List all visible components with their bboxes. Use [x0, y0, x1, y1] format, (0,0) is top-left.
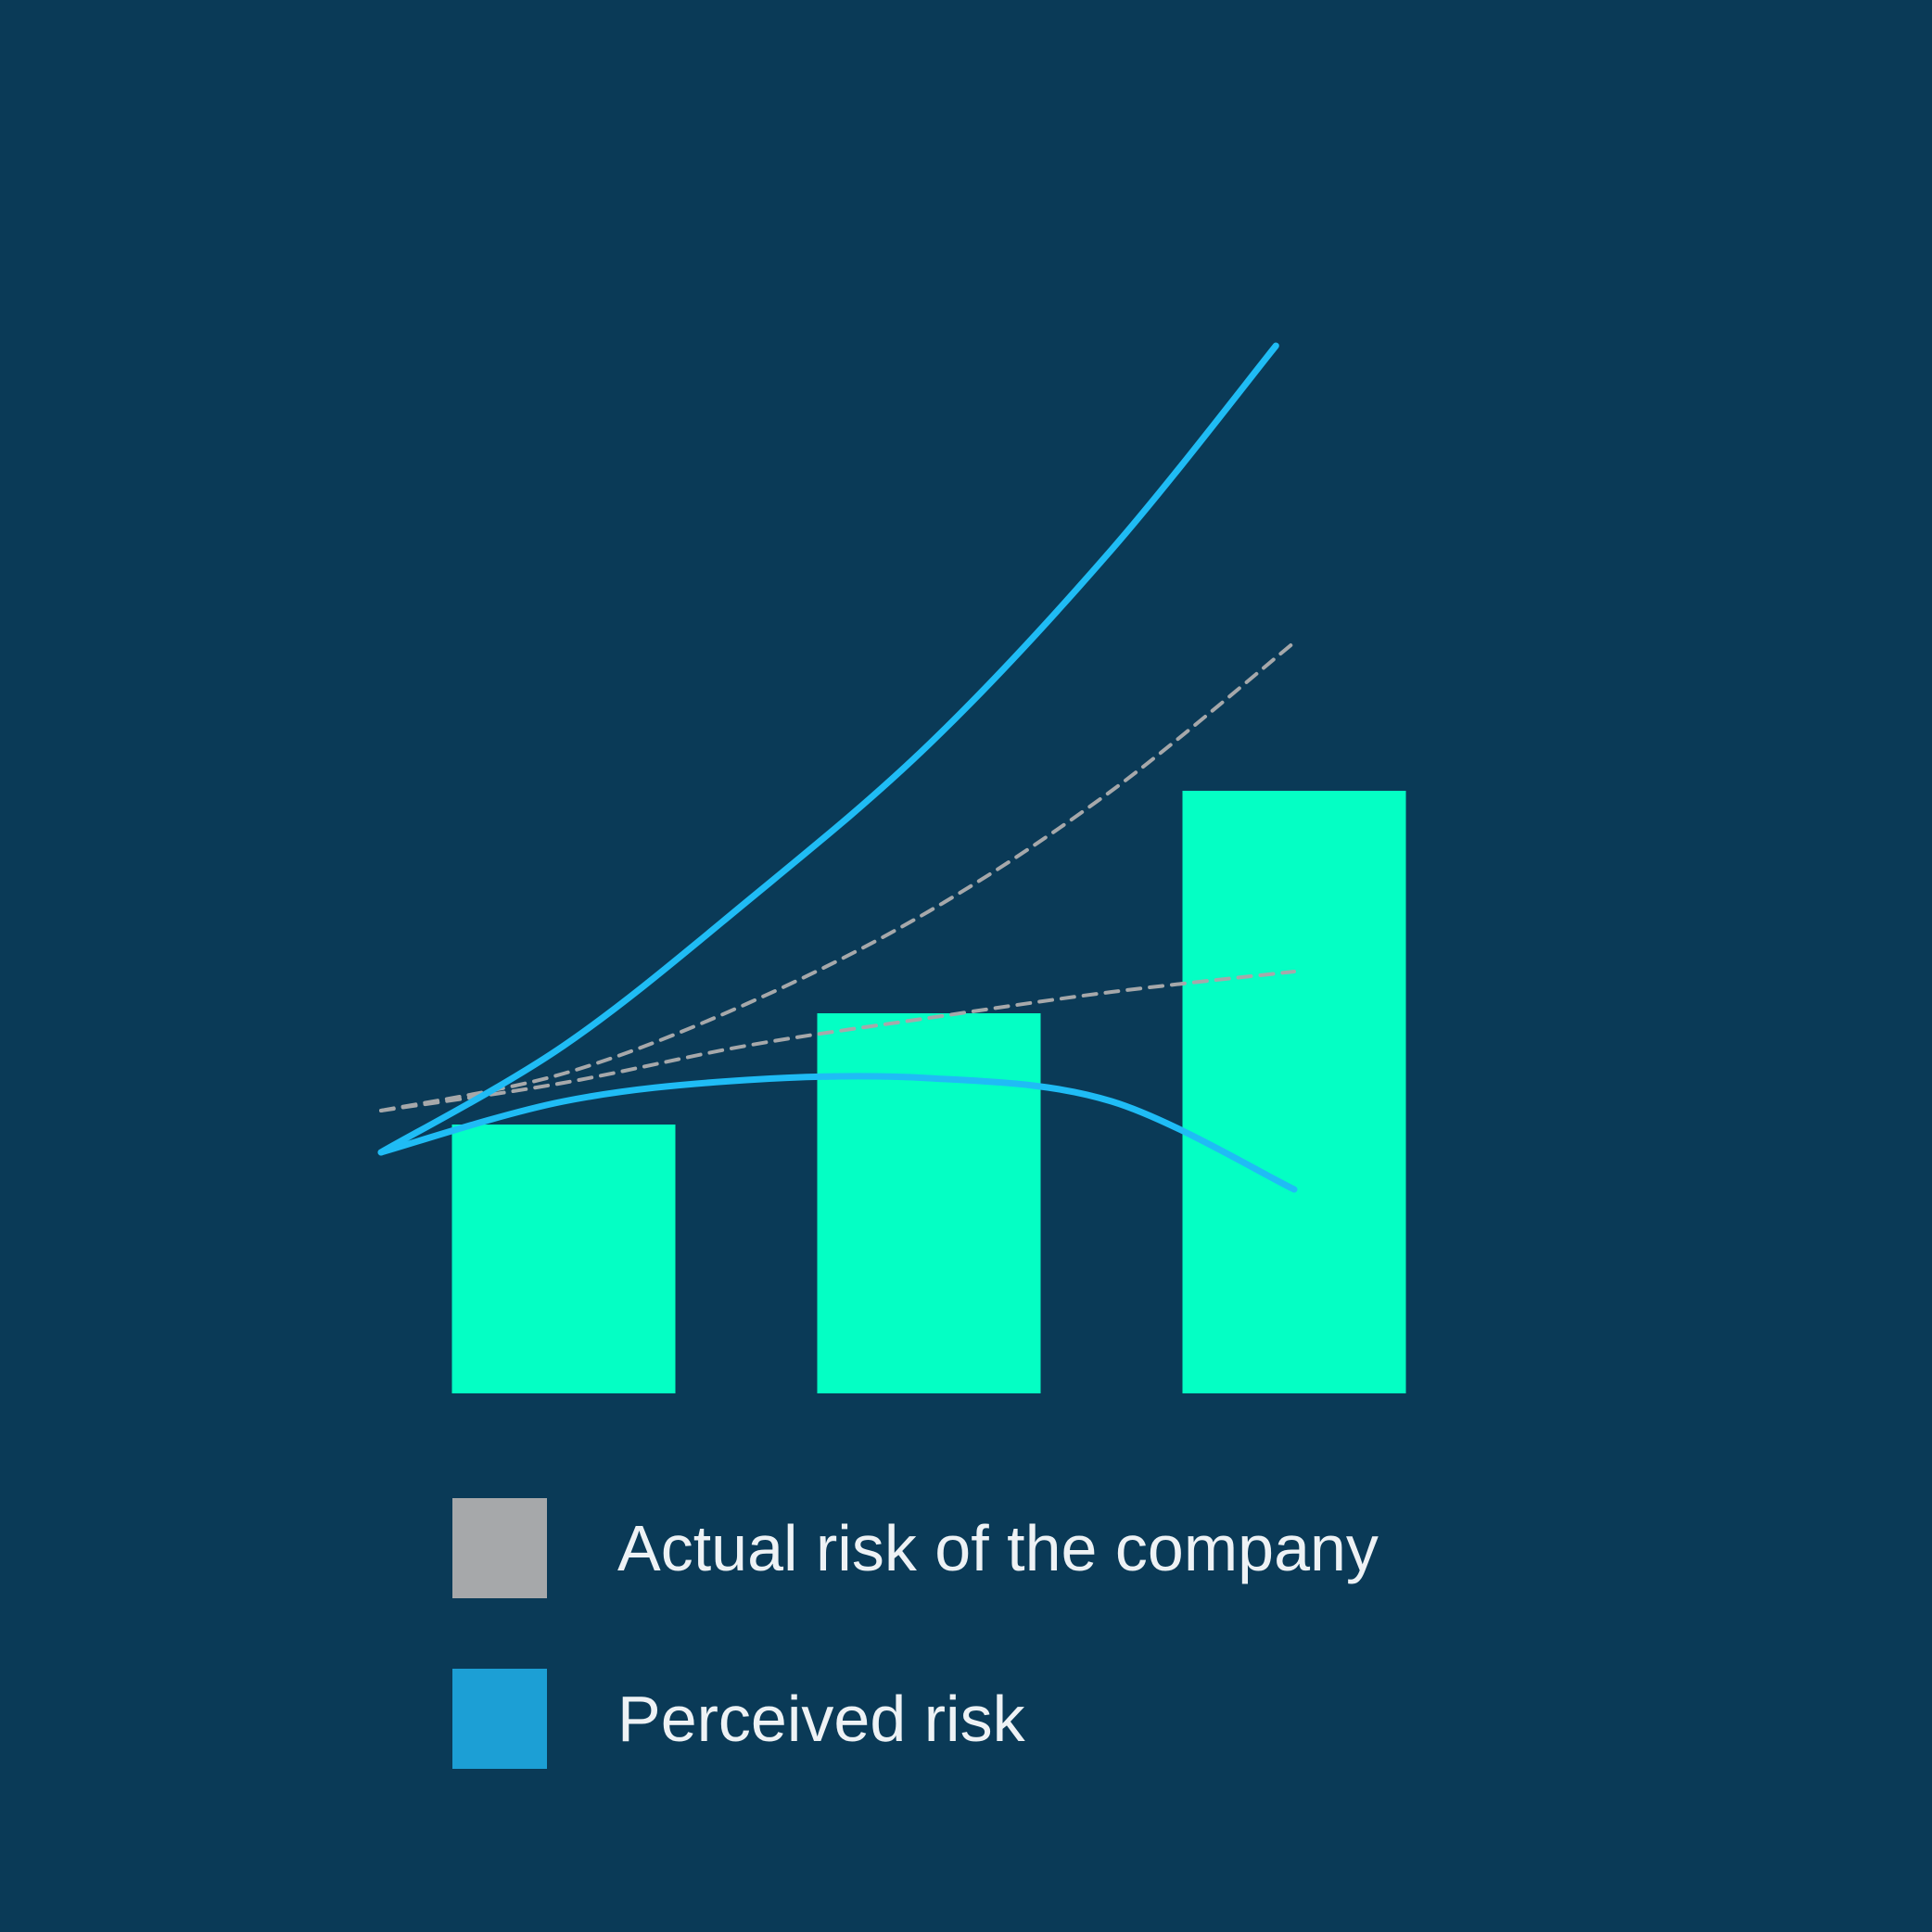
bars-layer — [451, 791, 1406, 1393]
lines-layer — [377, 342, 1298, 1193]
actual-risk-curve-1 — [379, 970, 1296, 1112]
actual-risk-curve-2 — [379, 641, 1296, 1112]
bar-3 — [1182, 791, 1406, 1393]
legend-swatch-actual-risk — [452, 1498, 547, 1598]
perceived-risk-curve-2 — [377, 1073, 1298, 1193]
legend-label-perceived-risk: Perceived risk — [617, 1683, 1025, 1755]
legend-item-perceived-risk: Perceived risk — [452, 1669, 1025, 1769]
legend-swatch-perceived-risk — [452, 1669, 547, 1769]
bar-2 — [817, 1013, 1041, 1393]
bar-1 — [451, 1125, 676, 1393]
legend-label-actual-risk: Actual risk of the company — [617, 1512, 1379, 1584]
perceived-risk-curve-1 — [377, 342, 1279, 1156]
legend-item-actual-risk: Actual risk of the company — [452, 1498, 1379, 1598]
